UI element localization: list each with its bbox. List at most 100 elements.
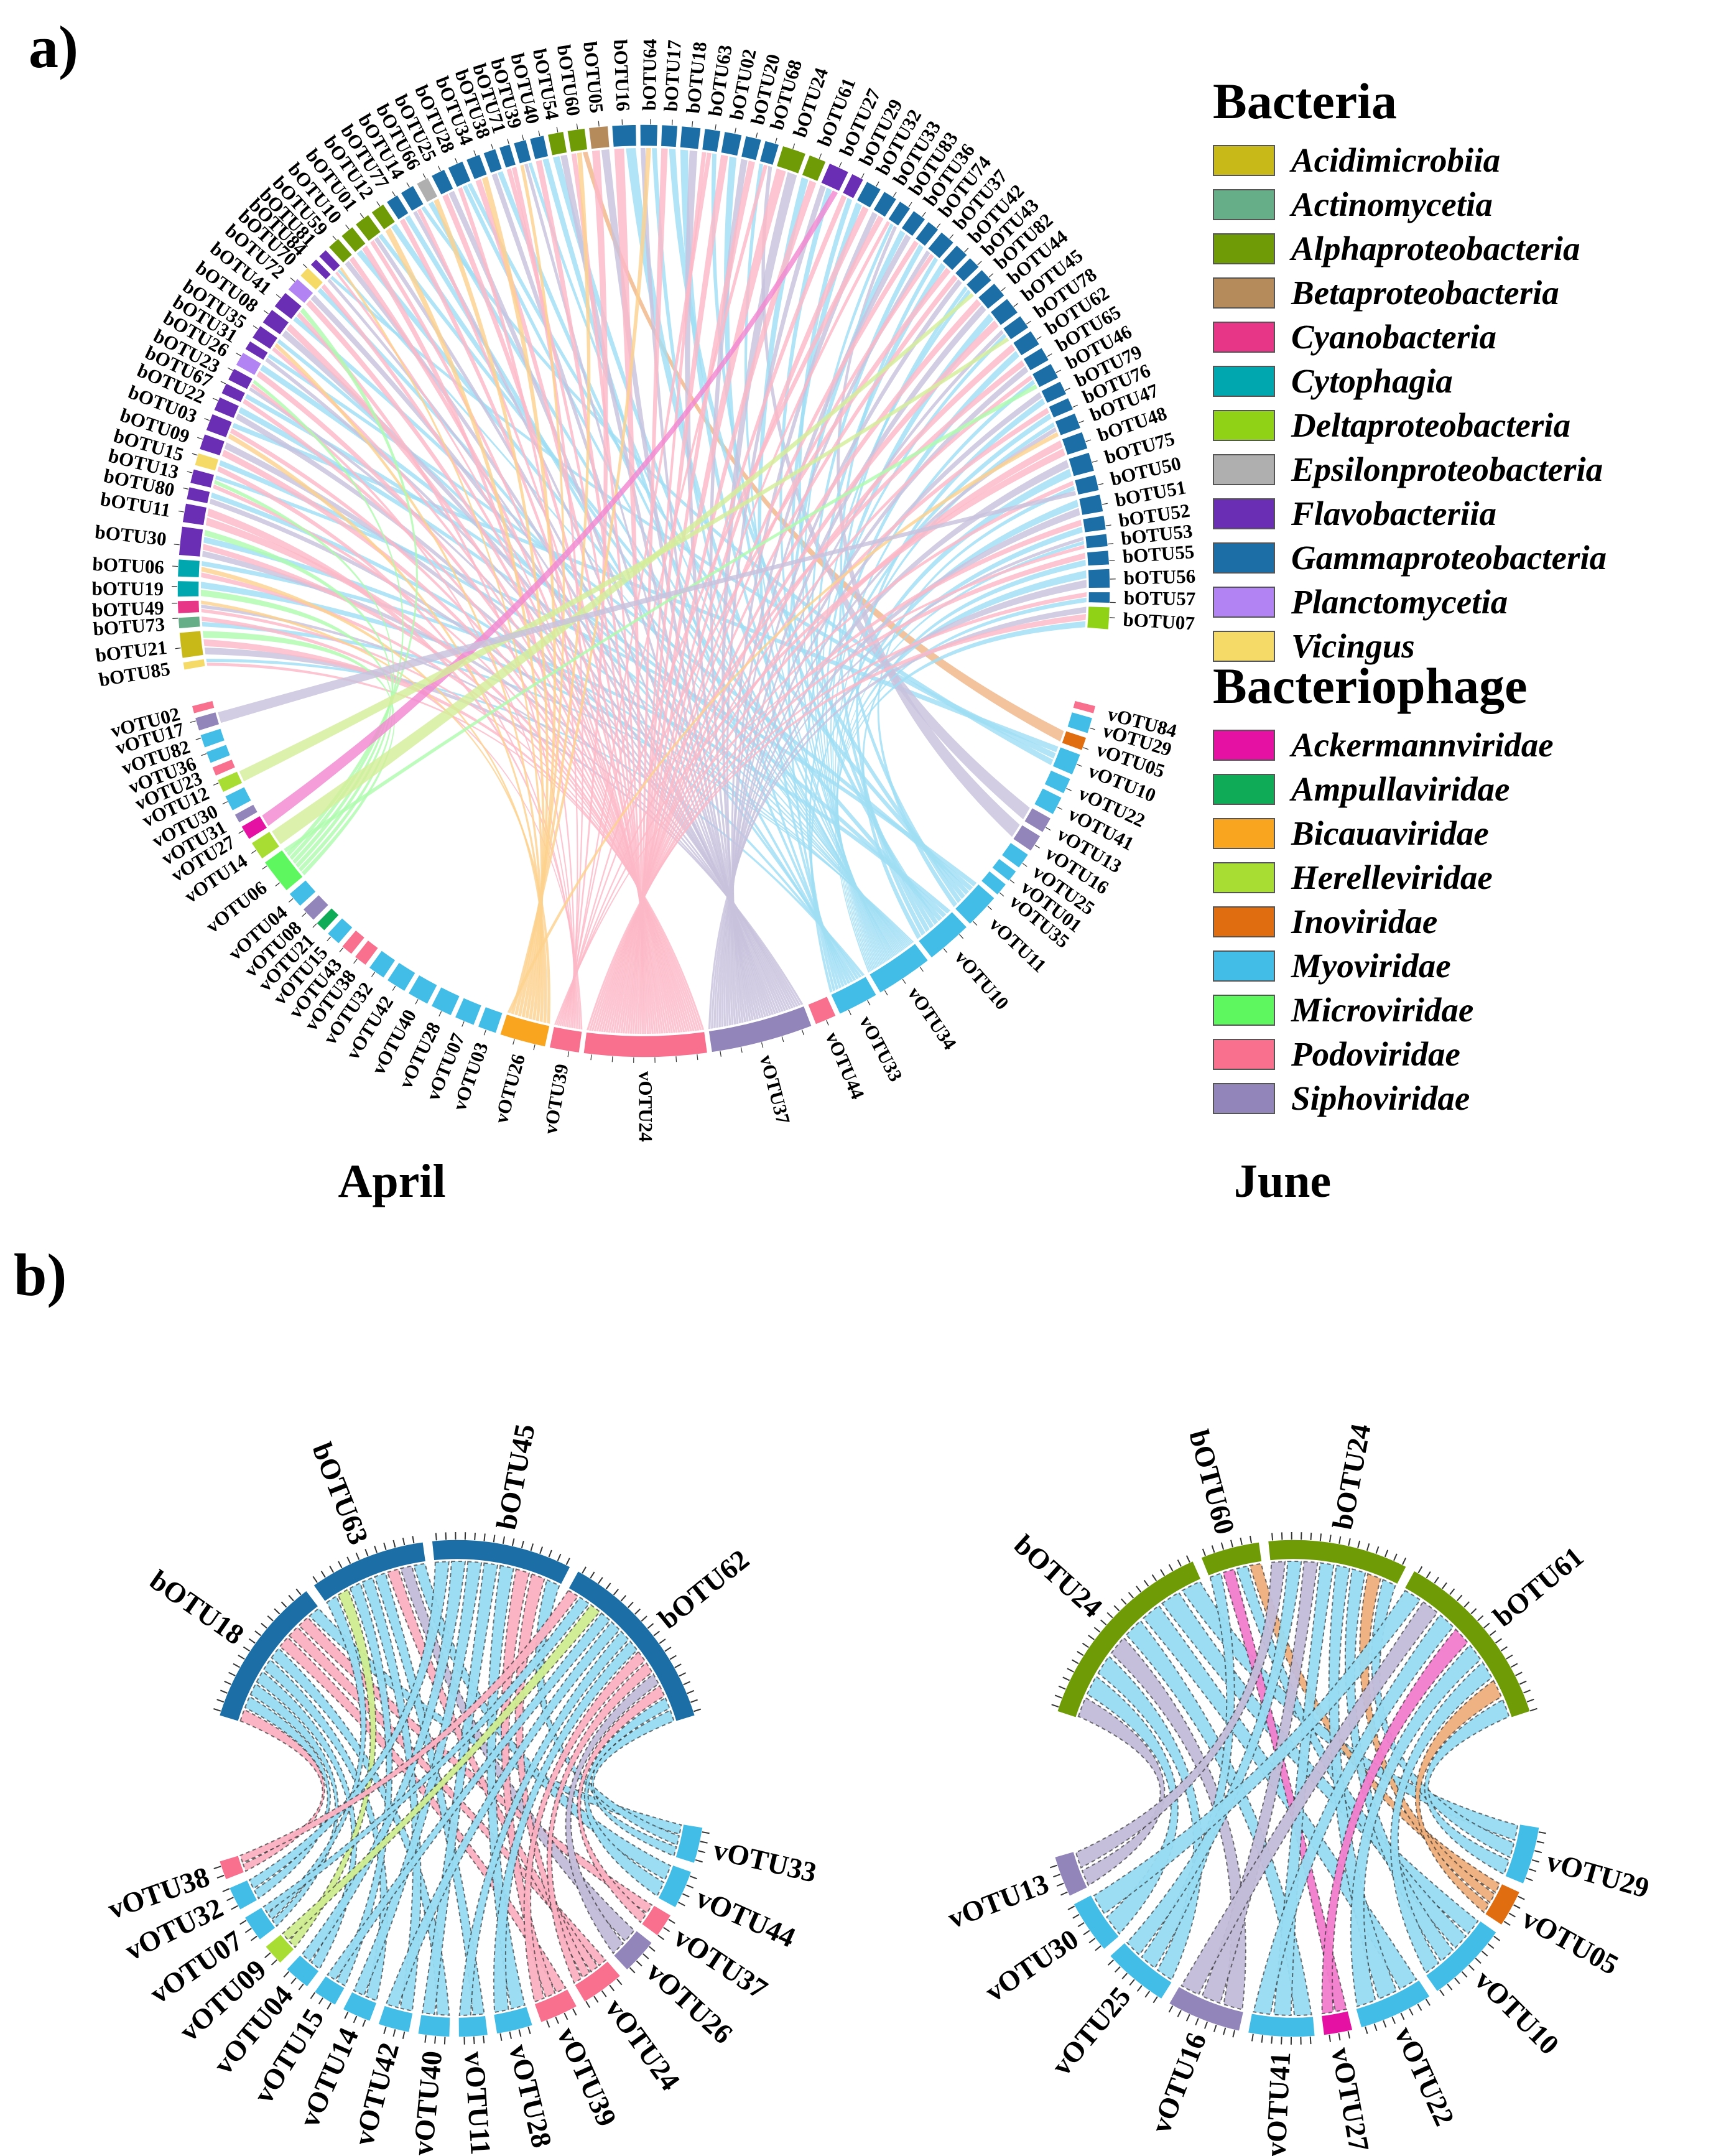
segment-label: bOTU06 [92,553,165,578]
tick-mark [312,923,317,928]
segment-label: bOTU56 [1123,565,1195,589]
tick-mark [338,1561,343,1569]
segment-label: vOTU41 [1259,2051,1296,2156]
tick-mark [1249,1535,1252,1543]
tick-mark [1357,1540,1361,1548]
tick-mark [172,618,179,620]
legend-swatch [1213,277,1275,309]
tick-mark [1202,1548,1206,1556]
tick-mark [1067,1668,1074,1673]
tick-mark [988,273,994,278]
legend-item-Bicauaviridae: Bicauaviridae [1213,811,1710,855]
bacteria-segment [1054,412,1082,437]
ribbon-layer [201,147,1087,1034]
tick-mark [1136,1985,1143,1992]
tick-mark [288,898,294,903]
tick-mark [298,1983,304,1991]
tick-mark [483,2035,485,2043]
tick-mark [175,648,181,649]
tick-mark [1402,1558,1407,1565]
virus-segment [264,849,304,892]
virus-segment [583,1031,708,1058]
tick-mark [647,1623,654,1629]
bacteria-segment [1084,532,1109,549]
segment-label: bOTU30 [94,521,168,550]
tick-mark [761,1042,764,1048]
bacteria-segment [182,658,206,671]
tick-mark [250,1935,257,1941]
tick-mark [521,1540,524,1548]
virus-segment [1247,2012,1316,2038]
chord-ribbon [1222,1568,1348,2012]
virus-segment [991,857,1018,882]
tick-mark [1232,2030,1236,2038]
bacteria-segment [1086,605,1111,631]
tick-mark [1098,483,1104,486]
tick-mark [1391,2016,1396,2024]
chord-ribbon [577,1684,666,1923]
tick-mark [1329,1535,1332,1543]
tick-mark [483,1533,486,1541]
virus-segment [917,911,968,959]
june-title: June [1233,1155,1332,1207]
chord-ribbon [288,1588,377,1949]
tick-mark [327,936,332,942]
tick-mark [1077,1921,1085,1928]
tick-mark [1177,1559,1182,1567]
tick-mark [659,1638,666,1644]
virus-segment [327,917,354,945]
bacteria-segment [178,525,204,558]
legend-label: Microviridae [1291,991,1474,1029]
tick-mark [1211,1545,1215,1553]
tick-mark [1475,1958,1482,1964]
tick-mark [461,1021,465,1027]
chord-ribbon [1142,1604,1417,1991]
segment-label: vOTU33 [855,1012,907,1085]
tick-mark [1115,1966,1121,1973]
tick-mark [781,1036,784,1043]
virus-segment [458,2015,489,2038]
tick-mark [1487,1943,1495,1949]
tick-mark [1251,2033,1254,2042]
bacteria-legend-title: Bacteria [1213,73,1397,129]
tick-mark [364,1549,369,1556]
bacteria-segment [234,351,262,376]
tick-mark [392,2029,396,2037]
tick-mark [1281,2037,1282,2045]
tick-mark [949,234,954,239]
tick-mark [1348,1538,1351,1546]
virus-segment [240,815,269,840]
segment-label: vOTU33 [710,1834,820,1889]
bacteria-segment [660,124,679,148]
tick-mark [1066,788,1072,791]
tick-mark [605,1582,611,1590]
tick-mark [1057,806,1063,810]
tick-mark [582,1566,587,1574]
bacteria-segment [588,125,611,150]
tick-mark [548,1550,552,1558]
tick-mark [267,1615,274,1622]
tick-mark [371,972,376,977]
tick-mark [1153,1996,1158,2004]
bacteria-segment [977,282,1006,310]
tick-mark [499,2033,503,2041]
legend-label: Cyanobacteria [1291,318,1496,356]
virus-segment [224,786,253,812]
chord-ribbon [1253,1614,1454,2015]
virus-segment [228,1879,258,1911]
segment-label: bOTU18 [144,1564,250,1651]
legend-label: Actinomycetia [1291,185,1493,224]
segment-label: vOTU30 [980,1923,1084,2008]
segment-label: bOTU61 [1487,1541,1590,1633]
segment-label: vOTU13 [944,1867,1053,1935]
tick-mark [224,1680,232,1685]
tick-mark [1503,1920,1511,1926]
tick-mark [212,397,218,401]
bacteria-segment [386,194,410,221]
bacteria-segment [185,486,211,504]
tick-mark [609,1984,615,1992]
tick-mark [678,1902,685,1907]
segment-label: vOTU24 [634,1071,656,1142]
legend-label: Acidimicrobiia [1291,141,1501,180]
segment-label: vOTU28 [503,2042,559,2151]
